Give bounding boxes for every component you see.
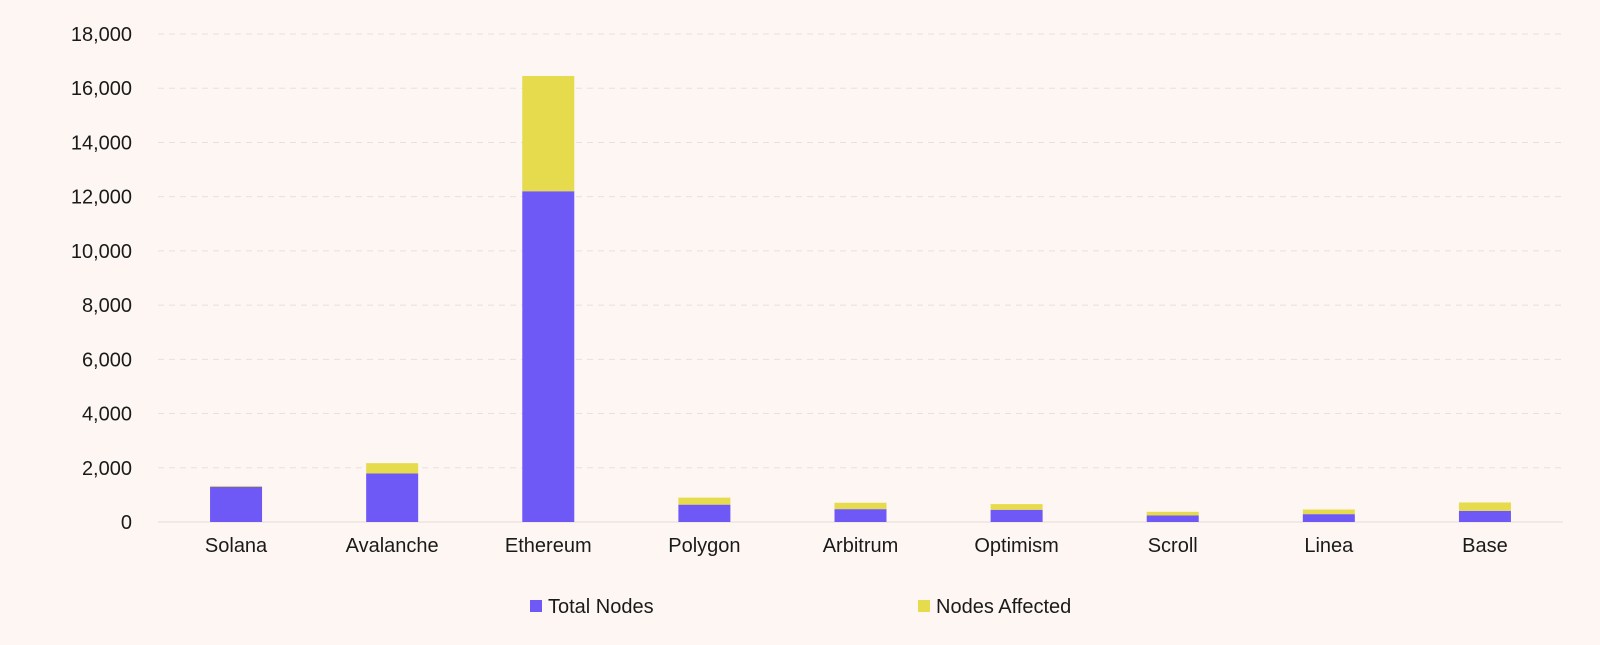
x-tick-label: Scroll [1148,535,1198,557]
bar-nodes-affected-optimism [990,504,1043,510]
bar-nodes-affected-polygon [678,497,731,505]
x-tick-label: Linea [1304,535,1354,557]
bar-total-nodes-polygon [678,504,731,522]
bar-nodes-affected-ethereum [522,76,575,192]
bar-total-nodes-scroll [1146,515,1199,522]
x-tick-label: Avalanche [346,535,439,557]
bar-total-nodes-solana [210,486,263,522]
legend: Total Nodes Nodes Affected [530,596,1071,618]
y-tick-label: 16,000 [71,78,132,100]
bar-total-nodes-arbitrum [834,509,887,522]
y-axis: 0 2,000 4,000 6,000 8,000 10,000 12,000 14,000 1… [71,24,132,534]
x-tick-label: Ethereum [505,535,592,557]
bar-nodes-affected-avalanche [366,463,419,474]
bar-total-nodes-optimism [990,509,1043,522]
legend-label: Total Nodes [548,596,654,618]
bars [210,76,1511,522]
x-tick-label: Solana [205,535,268,557]
x-tick-label: Base [1462,535,1508,557]
legend-swatch-1 [918,600,930,612]
x-tick-label: Polygon [668,535,740,557]
y-tick-label: 2,000 [82,458,132,480]
y-tick-label: 14,000 [71,132,132,154]
y-tick-label: 6,000 [82,349,132,371]
legend-label: Nodes Affected [936,596,1071,618]
y-tick-label: 18,000 [71,24,132,46]
bar-total-nodes-base [1458,510,1511,522]
y-tick-label: 8,000 [82,295,132,317]
bar-nodes-affected-arbitrum [834,502,887,510]
grid-lines [158,33,1563,523]
bar-nodes-affected-linea [1302,509,1355,515]
bar-total-nodes-ethereum [522,191,575,522]
legend-swatch-0 [530,600,542,612]
y-tick-label: 12,000 [71,187,132,209]
bar-nodes-affected-solana [210,485,263,487]
bar-total-nodes-linea [1302,514,1355,522]
bar-total-nodes-avalanche [366,473,419,522]
y-tick-label: 0 [121,512,132,534]
bar-nodes-affected-base [1458,502,1511,511]
y-tick-label: 10,000 [71,241,132,263]
x-tick-label: Optimism [974,535,1058,557]
x-tick-label: Arbitrum [823,535,899,557]
bar-nodes-affected-scroll [1146,511,1199,516]
y-tick-label: 4,000 [82,404,132,426]
x-axis: Solana Avalanche Ethereum Polygon Arbitrum Op… [205,535,1508,557]
